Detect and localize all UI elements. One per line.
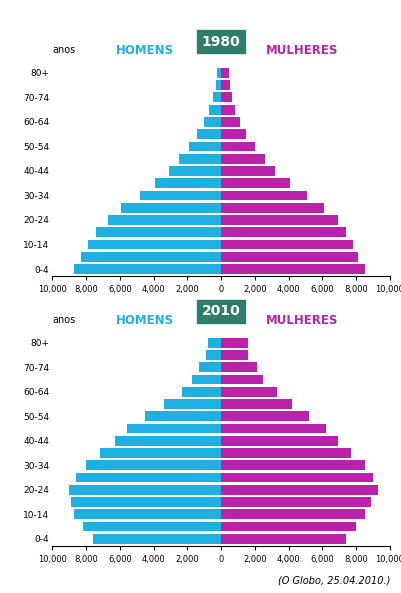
Bar <box>140 190 221 200</box>
Bar <box>221 142 254 151</box>
Bar <box>221 350 247 360</box>
Bar <box>81 252 221 262</box>
Bar <box>192 375 221 384</box>
Bar <box>108 215 221 225</box>
Bar <box>168 166 221 176</box>
Bar <box>221 534 345 544</box>
Bar <box>221 522 355 531</box>
Bar <box>221 178 290 188</box>
Bar <box>99 448 221 458</box>
Bar <box>221 362 256 372</box>
Bar <box>209 105 221 114</box>
Bar <box>221 387 276 397</box>
Bar <box>221 117 239 127</box>
Bar <box>221 80 229 90</box>
Bar <box>86 460 221 470</box>
Bar <box>221 129 246 139</box>
Text: HOMENS: HOMENS <box>116 314 174 327</box>
Bar <box>76 473 221 483</box>
Bar <box>221 338 247 347</box>
Text: MULHERES: MULHERES <box>265 314 338 327</box>
Bar <box>96 227 221 237</box>
Bar <box>221 105 234 114</box>
Text: anos: anos <box>52 45 75 55</box>
Bar <box>198 362 221 372</box>
Bar <box>93 534 221 544</box>
Bar <box>221 412 308 421</box>
Bar <box>221 154 264 164</box>
Bar <box>126 423 221 433</box>
Bar <box>188 142 221 151</box>
Bar <box>182 387 221 397</box>
Bar <box>83 522 221 531</box>
Bar <box>197 129 221 139</box>
Bar <box>121 203 221 213</box>
Bar <box>74 264 221 274</box>
Bar <box>69 485 221 495</box>
Text: HOMENS: HOMENS <box>116 44 174 57</box>
Bar <box>221 423 325 433</box>
Bar <box>221 93 231 102</box>
Text: anos: anos <box>52 315 75 325</box>
Bar <box>221 473 372 483</box>
Bar <box>221 203 323 213</box>
Bar <box>221 264 364 274</box>
Bar <box>221 215 337 225</box>
Text: 1980: 1980 <box>201 34 240 49</box>
Bar <box>178 154 221 164</box>
Bar <box>212 93 221 102</box>
Bar <box>205 350 221 360</box>
Bar <box>221 190 306 200</box>
Bar <box>221 227 345 237</box>
Bar <box>221 252 357 262</box>
Text: 2010: 2010 <box>201 304 240 318</box>
Bar <box>221 497 371 507</box>
Bar <box>207 338 221 347</box>
Bar <box>221 460 364 470</box>
Bar <box>221 448 350 458</box>
Text: (O Globo, 25.04.2010.): (O Globo, 25.04.2010.) <box>277 576 389 586</box>
Bar <box>155 178 221 188</box>
Bar <box>221 399 291 409</box>
Bar <box>145 412 221 421</box>
Bar <box>204 117 221 127</box>
Bar <box>217 68 221 78</box>
Bar <box>221 509 364 519</box>
Bar <box>163 399 221 409</box>
Bar <box>221 166 274 176</box>
Bar <box>71 497 221 507</box>
Bar <box>221 375 263 384</box>
Bar <box>221 68 228 78</box>
Bar <box>221 485 377 495</box>
Bar <box>221 436 337 446</box>
Bar <box>74 509 221 519</box>
Bar <box>215 80 221 90</box>
Bar <box>114 436 221 446</box>
Bar <box>221 240 352 250</box>
Text: MULHERES: MULHERES <box>265 44 338 57</box>
Bar <box>87 240 221 250</box>
